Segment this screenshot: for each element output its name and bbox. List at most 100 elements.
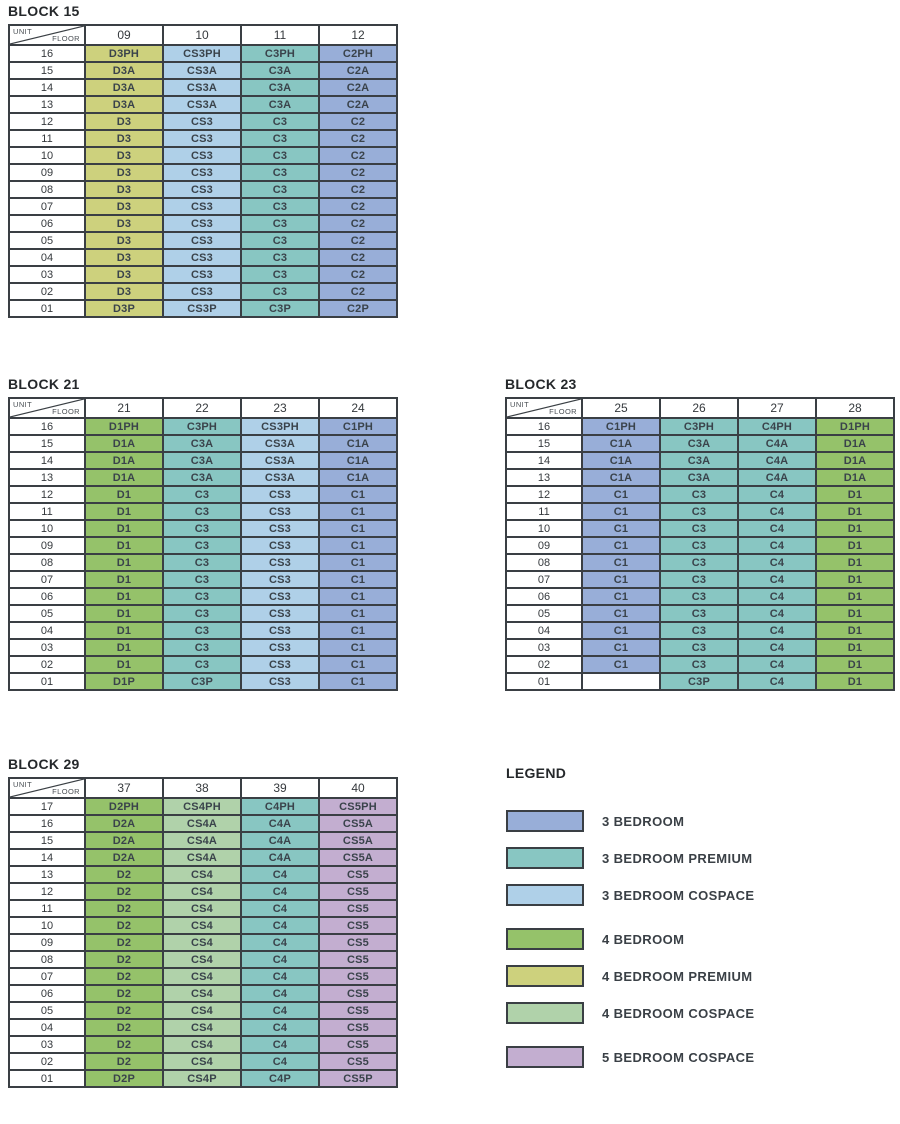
floor-row: 07 D3 CS3 C3 C2 [8, 197, 398, 216]
unit-type-cell: C3 [659, 587, 739, 606]
unit-type-cell: CS4 [162, 1001, 242, 1020]
floor-row: 15 D2A CS4A C4A CS5A [8, 831, 398, 850]
legend-color-swatch [506, 928, 584, 950]
floor-row: 14 C1A C3A C4A D1A [505, 451, 895, 470]
legend-label: 4 BEDROOM [602, 931, 685, 947]
floor-number-cell: 03 [8, 265, 86, 284]
floor-number-cell: 15 [505, 434, 583, 453]
block-table-host: UNIT FLOOR 21 22 23 24 16 D1PH C3PH CS3PH C1PH 15 D1… [8, 397, 398, 691]
unit-type-cell: CS3A [240, 434, 320, 453]
unit-type-cell: C3 [659, 621, 739, 640]
floor-row: 08 D2 CS4 C4 CS5 [8, 950, 398, 969]
floor-row: 10 D3 CS3 C3 C2 [8, 146, 398, 165]
floor-number-cell: 15 [8, 831, 86, 850]
floor-number-cell: 14 [8, 451, 86, 470]
unit-type-cell: C3A [659, 468, 739, 487]
floor-row: 02 D2 CS4 C4 CS5 [8, 1052, 398, 1071]
floor-row: 02 D3 CS3 C3 C2 [8, 282, 398, 301]
floor-row: 03 D1 C3 CS3 C1 [8, 638, 398, 657]
legend-groups: 3 BEDROOM 3 BEDROOM PREMIUM 3 BEDROOM COSP… [506, 810, 754, 1068]
floor-number-cell: 07 [8, 967, 86, 986]
floor-number-cell: 12 [8, 882, 86, 901]
floor-number-cell: 02 [8, 655, 86, 674]
unit-type-cell: C1 [318, 655, 398, 674]
unit-type-cell: D1 [815, 485, 895, 504]
unit-distribution-table: UNIT FLOOR 25 26 27 28 16 C1PH C3PH C4PH D1PH 15 C1A… [505, 397, 895, 691]
corner-floor-label: FLOOR [52, 787, 80, 796]
unit-type-cell: C3 [240, 129, 320, 148]
unit-type-cell: C4 [737, 553, 817, 572]
unit-column-header: 25 [581, 397, 661, 419]
unit-type-cell: CS3 [240, 638, 320, 657]
unit-type-cell: CS3 [240, 604, 320, 623]
floor-number-cell: 05 [8, 1001, 86, 1020]
floor-number-cell: 05 [505, 604, 583, 623]
corner-floor-label: FLOOR [52, 407, 80, 416]
unit-type-cell: C1 [581, 621, 661, 640]
unit-type-cell: CS3 [240, 570, 320, 589]
floor-row: 10 C1 C3 C4 D1 [505, 519, 895, 538]
floor-number-cell: 13 [8, 95, 86, 114]
floor-row: 11 D1 C3 CS3 C1 [8, 502, 398, 521]
unit-type-cell: C3PH [240, 44, 320, 63]
corner-floor-label: FLOOR [52, 34, 80, 43]
unit-type-cell: D1PH [815, 417, 895, 436]
unit-type-cell: C1 [581, 536, 661, 555]
legend-item: 3 BEDROOM COSPACE [506, 884, 754, 906]
unit-type-cell: C2 [318, 129, 398, 148]
floor-row: 01 D2P CS4P C4P CS5P [8, 1069, 398, 1088]
unit-type-cell: CS4 [162, 1035, 242, 1054]
block-29-section: BLOCK 29 UNIT FLOOR 37 38 39 40 17 D2PH CS4PH C4P… [8, 757, 398, 1088]
floor-number-cell: 03 [505, 638, 583, 657]
legend-group: 4 BEDROOM 4 BEDROOM PREMIUM 4 BEDROOM COSP… [506, 928, 754, 1024]
unit-type-cell: CS3 [162, 197, 242, 216]
unit-type-cell: C1 [318, 672, 398, 691]
unit-distribution-table: UNIT FLOOR 09 10 11 12 16 D3PH CS3PH C3PH C2PH 15 D3… [8, 24, 398, 318]
floor-row: 06 C1 C3 C4 D1 [505, 587, 895, 606]
floor-number-cell: 09 [505, 536, 583, 555]
unit-type-cell: C2 [318, 231, 398, 250]
unit-type-cell: C3A [162, 434, 242, 453]
unit-type-cell: CS4 [162, 984, 242, 1003]
unit-type-cell: C3 [240, 180, 320, 199]
floor-row: 06 D3 CS3 C3 C2 [8, 214, 398, 233]
floor-number-cell: 10 [8, 146, 86, 165]
floor-row: 14 D3A CS3A C3A C2A [8, 78, 398, 97]
unit-type-cell: CS4 [162, 950, 242, 969]
floor-number-cell: 16 [8, 417, 86, 436]
floor-number-cell: 12 [8, 485, 86, 504]
unit-type-cell: C2A [318, 78, 398, 97]
header-row: UNIT FLOOR 37 38 39 40 [8, 777, 398, 799]
floor-row: 06 D1 C3 CS3 C1 [8, 587, 398, 606]
unit-type-cell: D2 [84, 899, 164, 918]
diagonal-divider-line [10, 399, 84, 417]
block-table-host: UNIT FLOOR 37 38 39 40 17 D2PH CS4PH C4PH CS5PH 16 D… [8, 777, 398, 1088]
unit-type-cell: C3 [659, 553, 739, 572]
unit-column-header: 22 [162, 397, 242, 419]
floor-row: 17 D2PH CS4PH C4PH CS5PH [8, 797, 398, 816]
header-row: UNIT FLOOR 21 22 23 24 [8, 397, 398, 419]
floor-number-cell: 11 [8, 899, 86, 918]
diagonal-divider-line [10, 779, 84, 797]
unit-type-cell: CS5 [318, 916, 398, 935]
floor-number-cell: 11 [505, 502, 583, 521]
unit-type-cell: C3 [162, 485, 242, 504]
unit-type-cell: C4A [737, 468, 817, 487]
unit-type-cell: CS5A [318, 831, 398, 850]
unit-type-cell: D2A [84, 831, 164, 850]
unit-type-cell: CS5 [318, 1052, 398, 1071]
unit-type-cell: C3 [162, 638, 242, 657]
floor-number-cell: 07 [8, 570, 86, 589]
unit-type-cell: C4 [240, 1052, 320, 1071]
floor-row: 03 D2 CS4 C4 CS5 [8, 1035, 398, 1054]
unit-type-cell: C1A [581, 451, 661, 470]
unit-type-cell: C3 [659, 536, 739, 555]
unit-type-cell: CS3A [240, 451, 320, 470]
unit-type-cell: CS3 [240, 519, 320, 538]
legend-item: 5 BEDROOM COSPACE [506, 1046, 754, 1068]
unit-type-cell: D3 [84, 129, 164, 148]
unit-type-cell: C4 [240, 865, 320, 884]
unit-type-cell: C3 [162, 570, 242, 589]
legend-label: 4 BEDROOM COSPACE [602, 1005, 755, 1021]
unit-type-cell: C3 [240, 265, 320, 284]
